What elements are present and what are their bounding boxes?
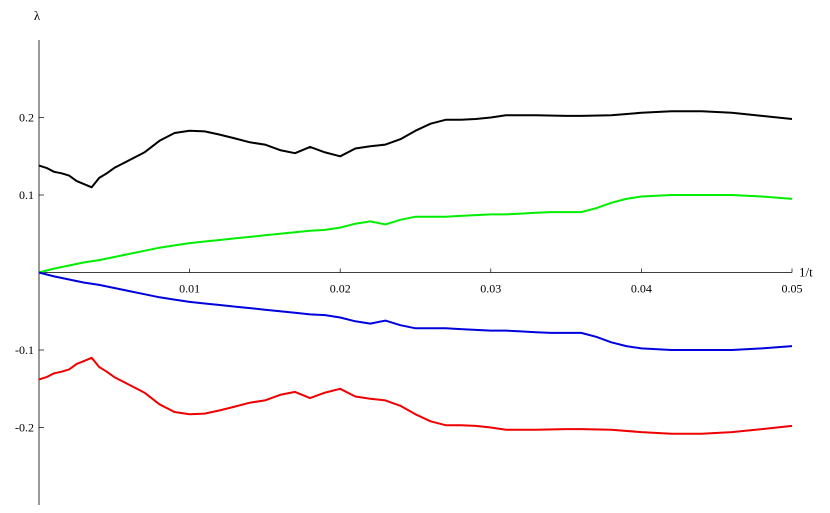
series-lines bbox=[38, 110, 793, 435]
axes bbox=[38, 40, 792, 505]
x-axis-label: 1/t bbox=[799, 265, 813, 280]
x-tick-label: 0.05 bbox=[782, 282, 803, 296]
y-tick-label: 0.2 bbox=[19, 111, 34, 125]
series-line-1 bbox=[38, 110, 793, 189]
x-tick-label: 0.03 bbox=[480, 282, 501, 296]
series-line-2 bbox=[38, 194, 793, 274]
tick-marks: 0.01 0.02 0.03 0.04 0.05 0.2 0.1 -0.1 -0.2 bbox=[15, 111, 803, 435]
x-tick-label: 0.02 bbox=[330, 282, 351, 296]
y-tick-label: 0.1 bbox=[19, 188, 34, 202]
series-line-3 bbox=[38, 271, 793, 351]
y-tick-label: -0.1 bbox=[15, 343, 34, 357]
y-axis-label: λ bbox=[34, 8, 41, 23]
x-tick-label: 0.01 bbox=[179, 282, 200, 296]
x-tick-label: 0.04 bbox=[631, 282, 652, 296]
series-line-4 bbox=[38, 356, 793, 435]
y-tick-label: -0.2 bbox=[15, 421, 34, 435]
